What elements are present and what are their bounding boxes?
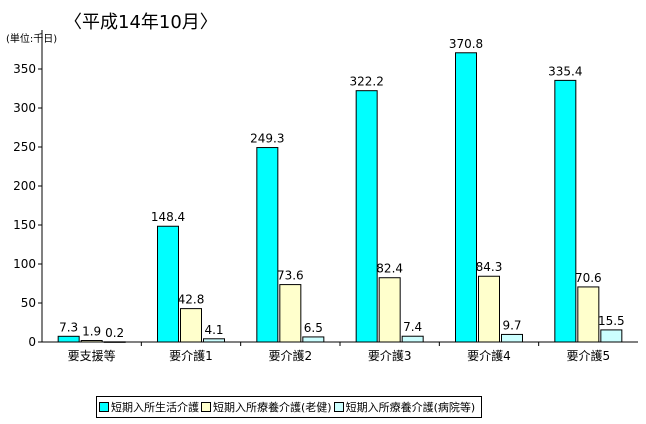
y-tick-label: 100 bbox=[13, 257, 36, 271]
bar bbox=[279, 284, 302, 343]
bar bbox=[401, 335, 424, 343]
legend-label-1: 短期入所生活介護 bbox=[111, 401, 199, 414]
data-label: 7.4 bbox=[403, 320, 422, 334]
y-tick-label: 300 bbox=[13, 101, 36, 115]
legend-swatch-3 bbox=[333, 402, 344, 412]
chart-title: 〈平成14年10月〉 bbox=[64, 12, 218, 33]
bar bbox=[180, 308, 202, 343]
unit-label: (単位:千日) bbox=[6, 34, 58, 45]
legend-item-2: 短期入所療養介護(老健) bbox=[201, 399, 332, 415]
data-label: 6.5 bbox=[304, 321, 323, 335]
bar bbox=[501, 333, 523, 343]
bar bbox=[103, 341, 126, 343]
data-label: 82.4 bbox=[376, 262, 403, 276]
bar bbox=[302, 336, 325, 343]
data-label: 9.7 bbox=[502, 318, 521, 332]
data-label: 70.6 bbox=[575, 271, 602, 285]
legend-item-3: 短期入所療養介護(病院等) bbox=[333, 399, 476, 415]
bar bbox=[80, 340, 103, 343]
bar bbox=[203, 338, 225, 343]
data-label: 4.1 bbox=[204, 323, 223, 337]
bar bbox=[577, 286, 600, 343]
data-label: 1.9 bbox=[82, 325, 101, 339]
x-tick-label: 要介護3 bbox=[368, 348, 412, 363]
legend-label-2: 短期入所療養介護(老健) bbox=[213, 401, 332, 414]
bar bbox=[478, 275, 500, 343]
bar bbox=[157, 225, 179, 343]
y-tick-label: 250 bbox=[13, 140, 36, 154]
x-tick-label: 要介護4 bbox=[467, 348, 511, 363]
x-tick-label: 要介護2 bbox=[269, 348, 313, 363]
x-tick-label: 要支援等 bbox=[68, 349, 116, 363]
y-tick-label: 200 bbox=[13, 179, 36, 193]
y-tick-label: 50 bbox=[21, 296, 36, 310]
bar bbox=[378, 277, 401, 343]
data-label: 42.8 bbox=[178, 293, 205, 307]
data-label: 322.2 bbox=[349, 75, 383, 89]
bar bbox=[256, 147, 279, 343]
data-label: 335.4 bbox=[548, 64, 582, 78]
data-label: 7.3 bbox=[59, 320, 78, 334]
y-tick-label: 350 bbox=[13, 62, 36, 76]
bar bbox=[355, 90, 378, 343]
data-label: 370.8 bbox=[449, 37, 483, 51]
y-tick-label: 150 bbox=[13, 218, 36, 232]
legend-label-3: 短期入所療養介護(病院等) bbox=[345, 401, 476, 414]
bar bbox=[455, 52, 477, 343]
data-label: 84.3 bbox=[476, 260, 503, 274]
x-tick-label: 要介護1 bbox=[169, 348, 213, 363]
data-label: 0.2 bbox=[105, 326, 124, 340]
x-tick-label: 要介護5 bbox=[567, 348, 611, 363]
bar bbox=[57, 335, 80, 343]
data-label: 148.4 bbox=[151, 210, 185, 224]
legend-swatch-2 bbox=[201, 402, 211, 412]
chart-legend: 短期入所生活介護 短期入所療養介護(老健) 短期入所療養介護(病院等) bbox=[96, 396, 483, 418]
bar bbox=[600, 329, 623, 343]
data-label: 73.6 bbox=[277, 269, 304, 283]
legend-swatch-1 bbox=[99, 402, 109, 412]
data-label: 15.5 bbox=[598, 314, 625, 328]
bar bbox=[554, 79, 577, 343]
legend-item-1: 短期入所生活介護 bbox=[99, 399, 199, 415]
y-tick-label: 0 bbox=[28, 335, 36, 349]
data-label: 249.3 bbox=[250, 132, 284, 146]
